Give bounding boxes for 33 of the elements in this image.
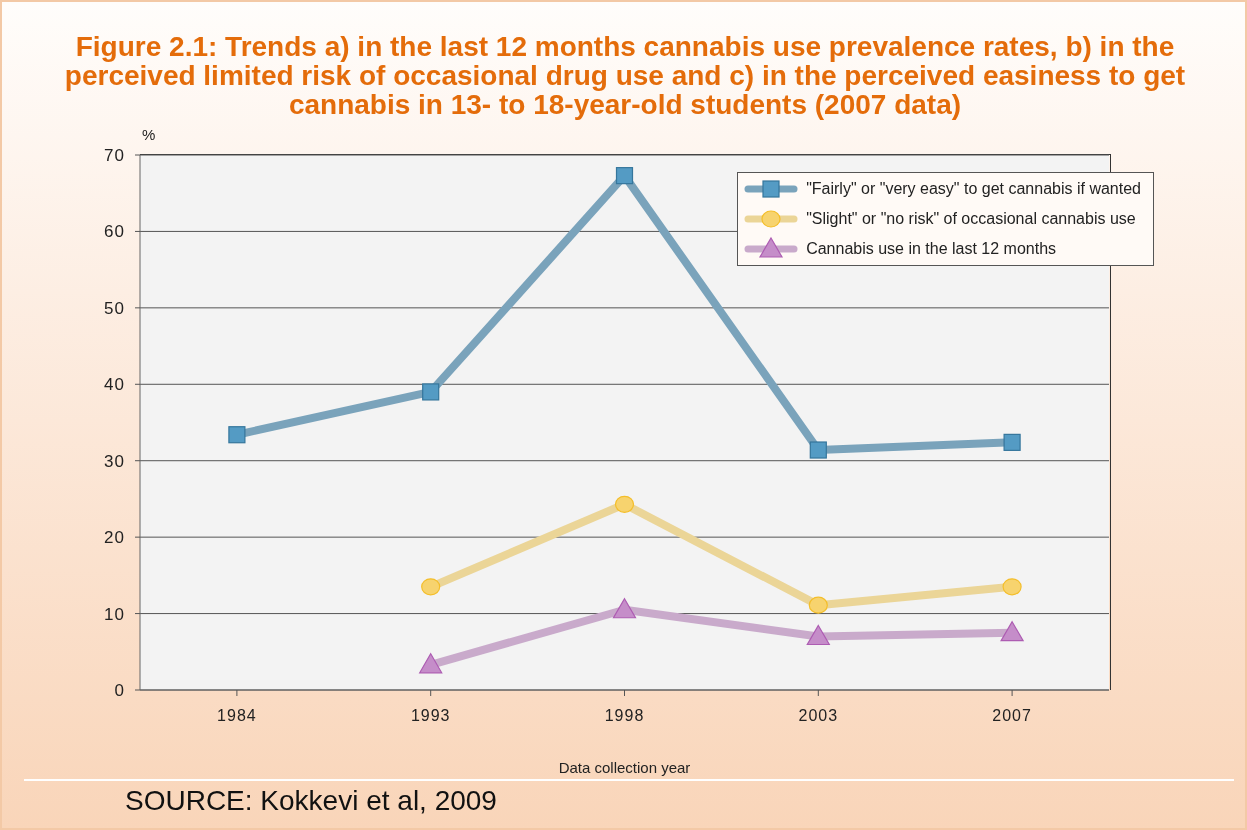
y-tick-label: 50 [104,298,125,318]
point [228,426,246,444]
legend-label: "Slight" or "no risk" of occasional cannabis use [806,210,1136,228]
point [806,624,830,646]
chart-title: Figure 2.1: Trends a) in the last 12 months cannabis use prevalence rates, b) in the perceived limited risk of occasional drug use and c) in the perceived easiness to get cannabis in 13- to 18-year-old students (2007 data) [63,31,1187,120]
y-tick-label: 40 [104,375,125,395]
y-tick-label: 0 [114,681,125,701]
x-tick-label: 1984 [217,707,257,725]
x-tick-label: 1993 [410,707,451,725]
point [1002,578,1022,596]
y-tick-label: 70 [104,146,125,166]
y-axis-title: % [142,126,156,143]
legend-label: Cannabis use in the last 12 months [806,240,1057,258]
point [1000,621,1024,642]
x-tick-label: 1998 [604,707,645,725]
y-tick-label: 20 [104,528,125,548]
y-tick-label: 10 [104,604,125,624]
point [808,596,828,614]
x-tick-label: 2003 [798,707,839,725]
x-axis-title: Data collection year [557,759,692,776]
legend-label: "Fairly" or "very easy" to get cannabis if wanted [806,180,1141,198]
point [612,598,637,619]
y-tick-label: 30 [104,451,125,471]
point [421,578,441,596]
y-tick-label: 60 [104,222,125,242]
point [422,383,440,401]
point [615,167,634,185]
point [614,495,635,513]
point [809,441,827,459]
x-tick-label: 2007 [992,707,1032,725]
source-note: SOURCE: Kokkevi et al, 2009 [125,785,497,817]
point [419,653,443,674]
point [1003,433,1021,451]
